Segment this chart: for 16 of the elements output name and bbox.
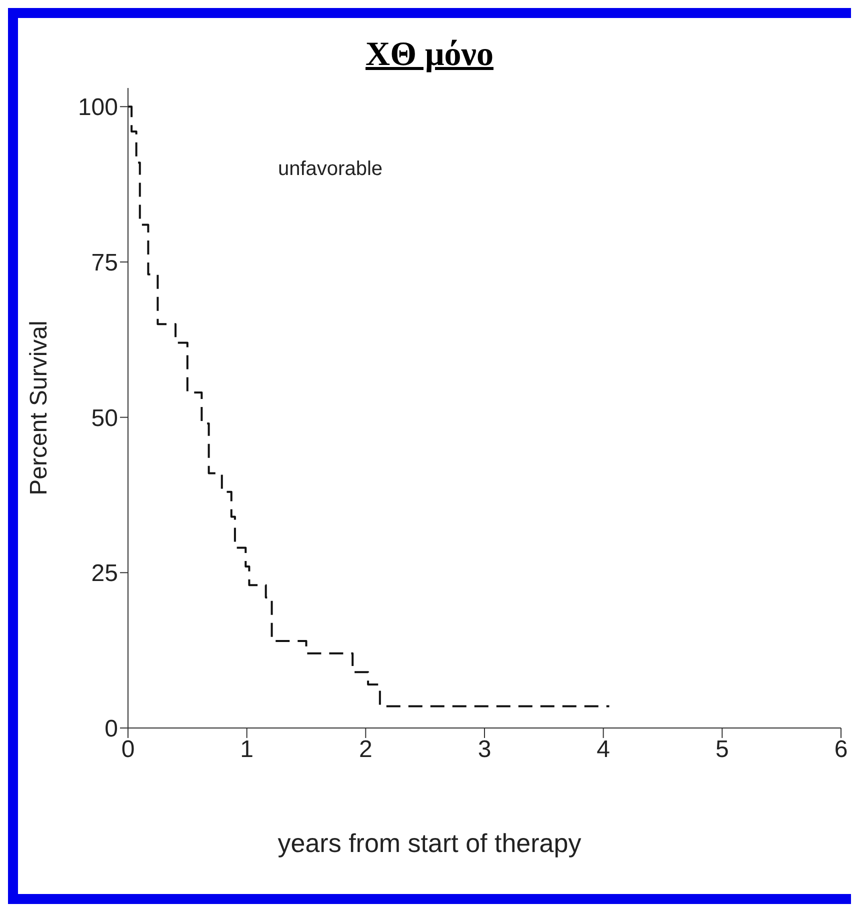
x-tick-label: 3 [478,736,492,764]
y-tick-label: 0 [104,716,118,743]
x-tick-label: 0 [121,736,135,764]
x-tick-label: 6 [834,736,848,764]
y-tick-label: 75 [91,250,118,276]
x-tick-label: 5 [715,736,729,764]
x-axis-title: years from start of therapy [276,828,582,859]
x-tick-label: 4 [596,736,610,764]
y-tick-label: 50 [91,404,118,432]
y-tick-label: 25 [91,560,118,588]
annotation: unfavorable [278,158,383,181]
x-tick-label: 1 [240,736,254,764]
y-axis-title: Percent Survival [26,320,53,496]
chart-title: ΧΘ μόνο [364,36,494,74]
y-tick-label: 100 [78,94,118,122]
x-tick-label: 2 [358,736,372,764]
